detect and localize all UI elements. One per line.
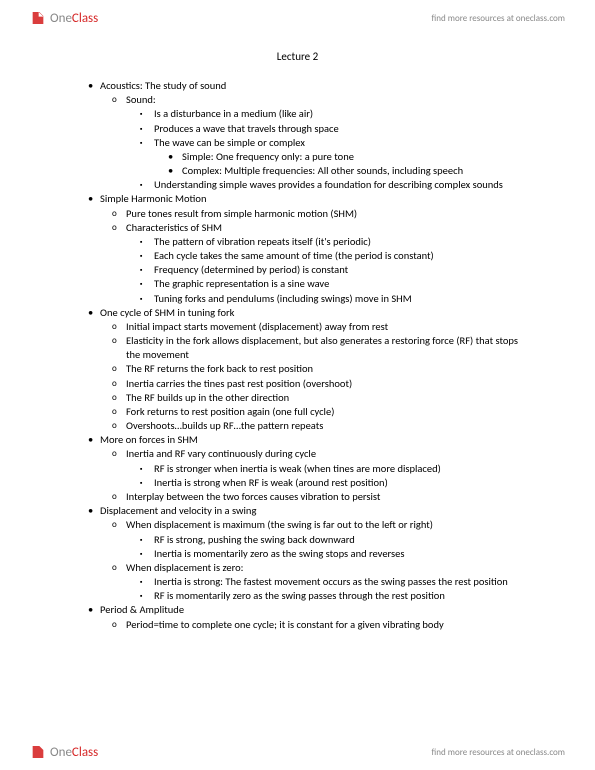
outline-item: The wave can be simple or complex [70,136,525,150]
brand-text: OneClass [50,745,98,760]
outline-item: Interplay between the two forces causes … [70,490,525,504]
outline-item: One cycle of SHM in tuning fork [70,306,525,320]
outline-item: Simple Harmonic Motion [70,192,525,206]
footer-tagline[interactable]: find more resources at oneclass.com [432,747,565,758]
outline-item: Inertia is strong: The fastest movement … [70,575,525,589]
page-header: OneClass find more resources at oneclass… [0,0,595,32]
outline-item: Elasticity in the fork allows displaceme… [70,334,525,362]
outline-item: RF is momentarily zero as the swing pass… [70,589,525,603]
outline-item: Characteristics of SHM [70,221,525,235]
outline-item: Simple: One frequency only: a pure tone [70,150,525,164]
brand-text-class: Class [72,745,98,760]
outline-item: Period=time to complete one cycle; it is… [70,618,525,632]
outline-item: Overshoots…builds up RF…the pattern repe… [70,419,525,433]
brand-icon [30,10,46,26]
outline-item: Frequency (determined by period) is cons… [70,263,525,277]
outline-item: More on forces in SHM [70,433,525,447]
outline-item: Inertia and RF vary continuously during … [70,447,525,461]
outline-item: Is a disturbance in a medium (like air) [70,107,525,121]
outline-item: Inertia is momentarily zero as the swing… [70,547,525,561]
outline-item: Period & Amplitude [70,603,525,617]
page-footer: OneClass find more resources at oneclass… [0,738,595,770]
outline-item: Inertia carries the tines past rest posi… [70,377,525,391]
outline-item: The RF returns the fork back to rest pos… [70,362,525,376]
outline-item: Fork returns to rest position again (one… [70,405,525,419]
outline-item: Tuning forks and pendulums (including sw… [70,292,525,306]
outline-item: Initial impact starts movement (displace… [70,320,525,334]
brand-text-one: One [50,745,72,760]
outline-item: The RF builds up in the other direction [70,391,525,405]
outline-item: Displacement and velocity in a swing [70,504,525,518]
outline-item: Pure tones result from simple harmonic m… [70,207,525,221]
outline-item: Produces a wave that travels through spa… [70,122,525,136]
outline-item: When displacement is maximum (the swing … [70,518,525,532]
outline-item: Acoustics: The study of sound [70,79,525,93]
document-body: Lecture 2 Acoustics: The study of soundS… [0,32,595,642]
outline-item: Sound: [70,93,525,107]
outline-item: Complex: Multiple frequencies: All other… [70,164,525,178]
outline-list: Acoustics: The study of soundSound:Is a … [70,79,525,632]
outline-item: Each cycle takes the same amount of time… [70,249,525,263]
page-title: Lecture 2 [70,50,525,63]
brand-text-class: Class [72,11,98,26]
outline-item: The pattern of vibration repeats itself … [70,235,525,249]
brand-logo-footer: OneClass [30,744,98,760]
outline-item: RF is stronger when inertia is weak (whe… [70,462,525,476]
brand-icon [30,744,46,760]
brand-text-one: One [50,11,72,26]
outline-item: Inertia is strong when RF is weak (aroun… [70,476,525,490]
brand-text: OneClass [50,11,98,26]
outline-item: When displacement is zero: [70,561,525,575]
header-tagline[interactable]: find more resources at oneclass.com [432,13,565,24]
brand-logo: OneClass [30,10,98,26]
outline-item: Understanding simple waves provides a fo… [70,178,525,192]
outline-item: RF is strong, pushing the swing back dow… [70,533,525,547]
outline-item: The graphic representation is a sine wav… [70,277,525,291]
